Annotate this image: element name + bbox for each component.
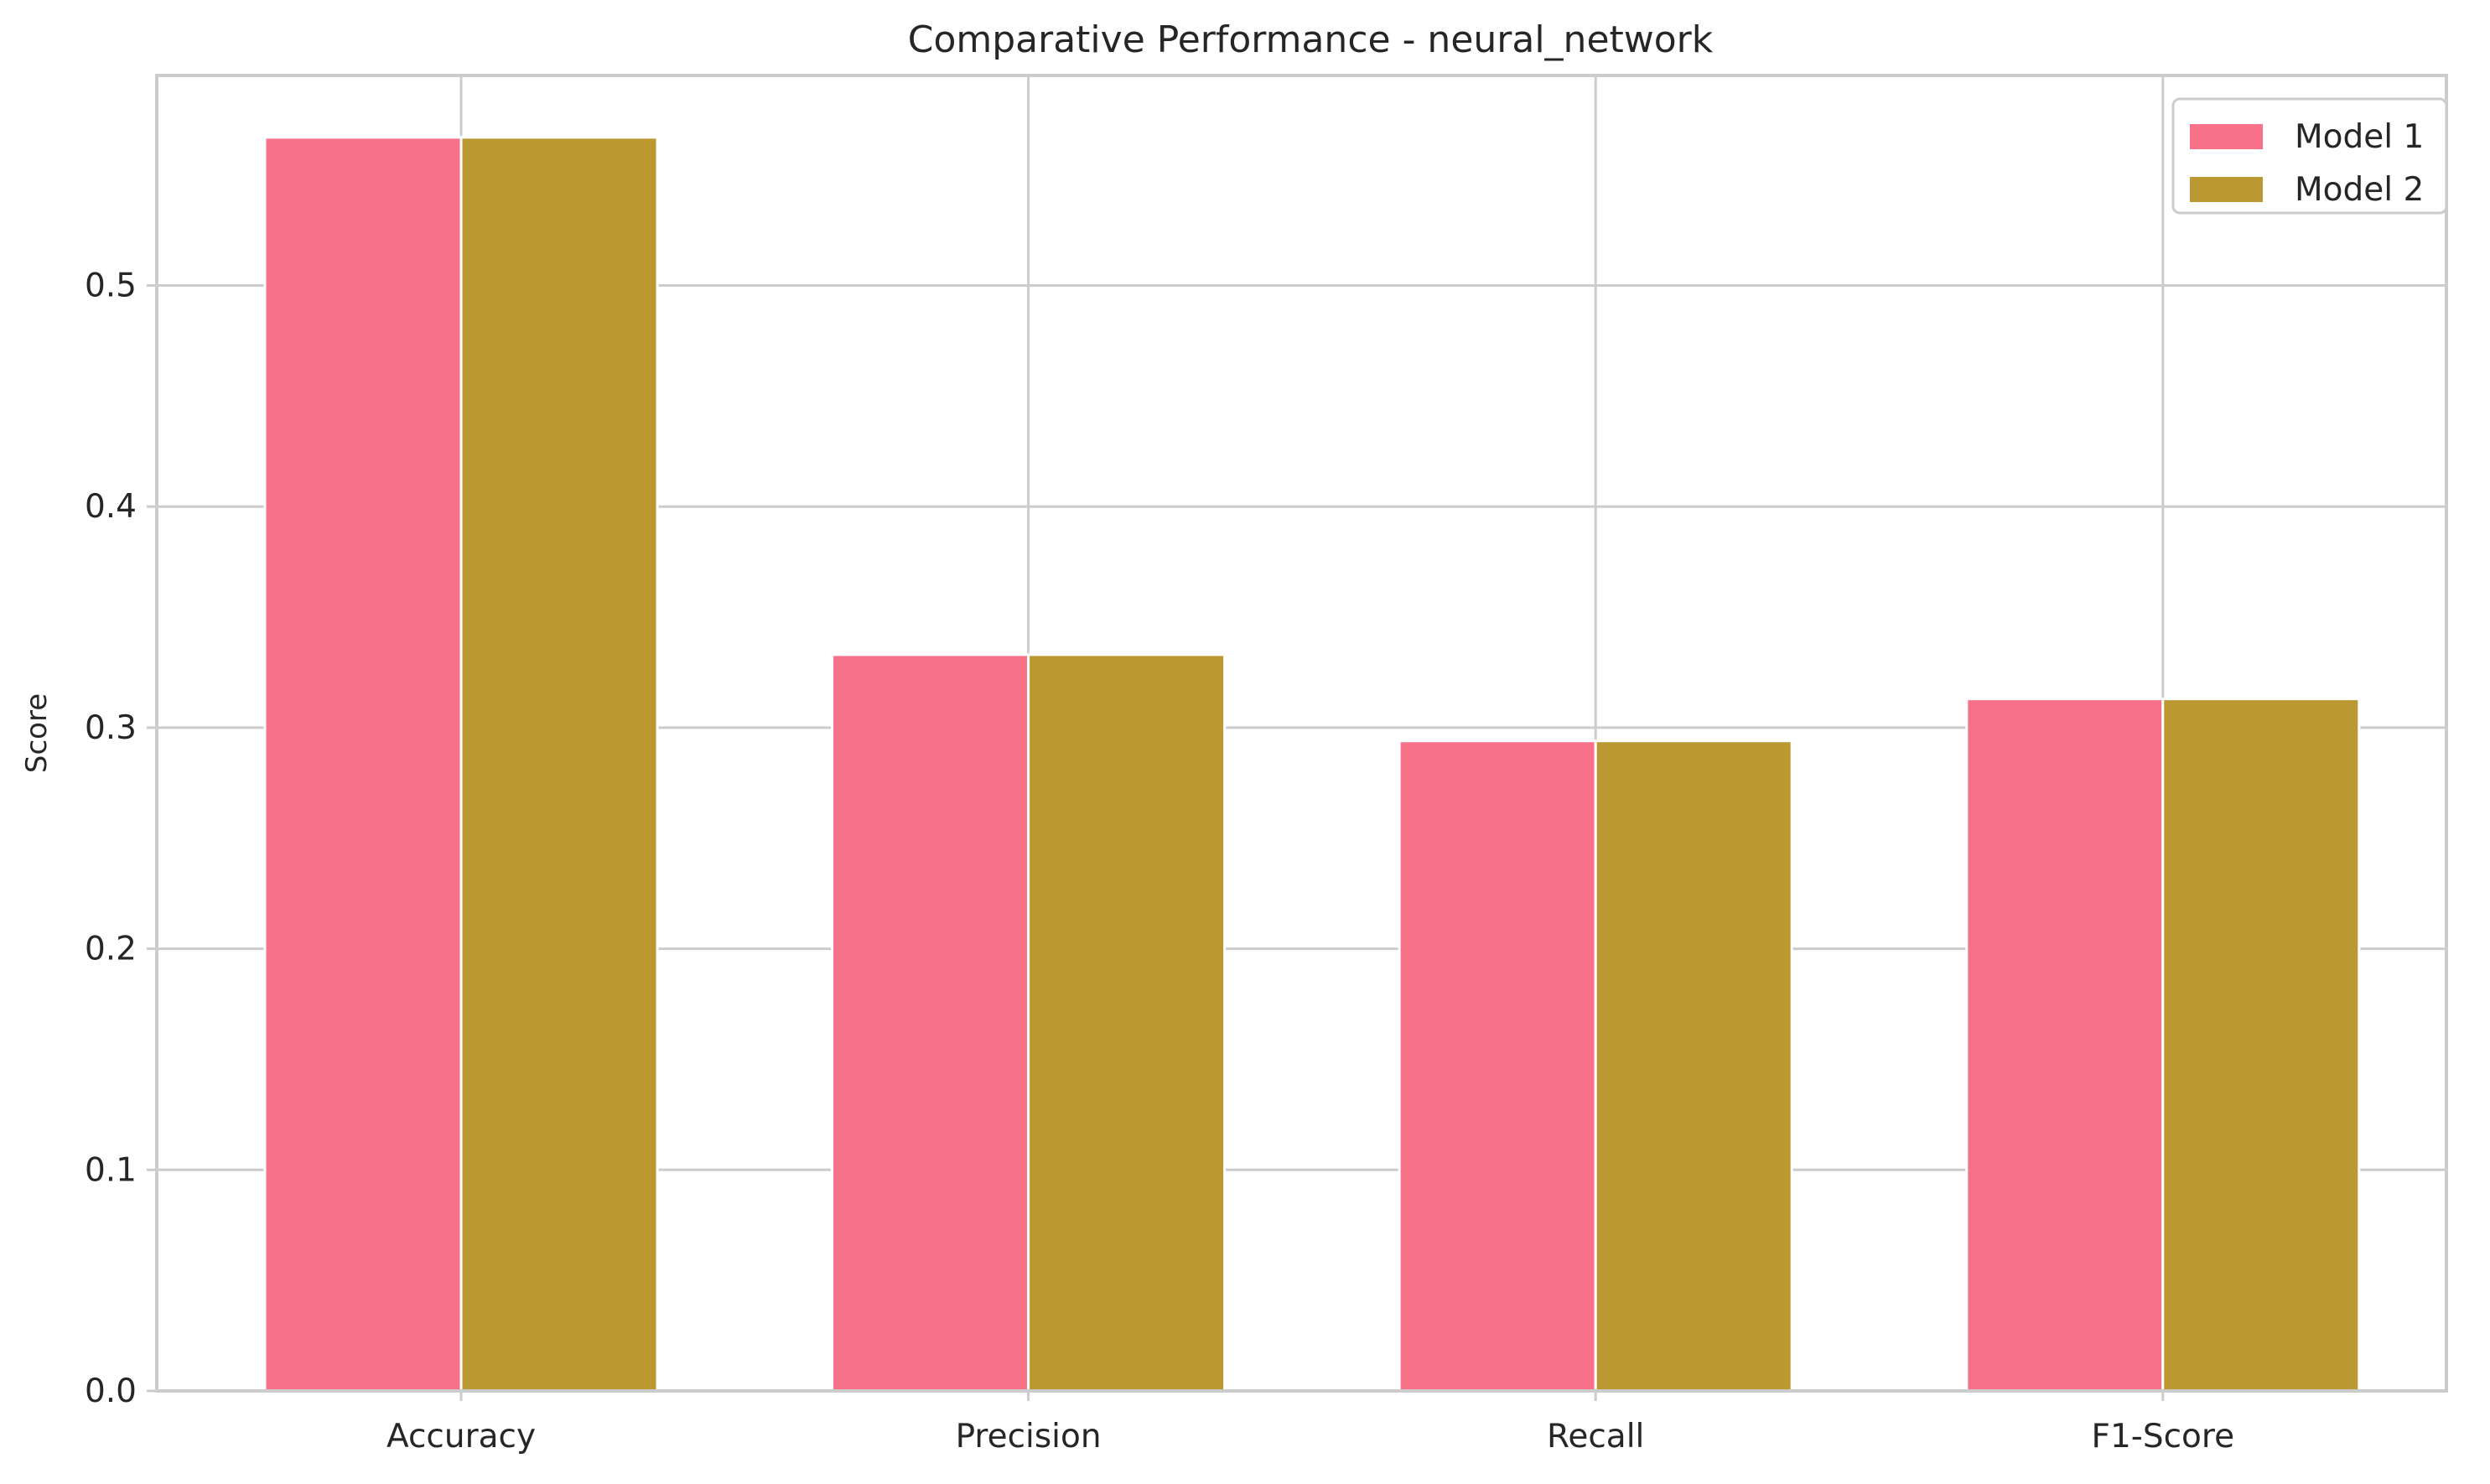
y-tick-label: 0.0 <box>85 1372 137 1410</box>
legend-label: Model 1 <box>2295 118 2424 156</box>
x-tick-label: F1-Score <box>2092 1418 2235 1455</box>
y-tick-label: 0.3 <box>85 709 137 747</box>
chart-title: Comparative Performance - neural_network <box>908 18 1714 61</box>
legend-swatch <box>2190 177 2263 202</box>
y-tick-label: 0.4 <box>85 488 137 526</box>
legend-label: Model 2 <box>2295 171 2424 209</box>
bar-1-recall <box>1398 739 1597 1393</box>
y-axis-label: Score <box>20 693 54 773</box>
legend: Model 1 Model 2 <box>2171 97 2448 215</box>
plot-frame <box>155 74 2448 1393</box>
bars <box>263 136 2361 1393</box>
legend-swatch <box>2190 124 2263 149</box>
bar-2-precision <box>1027 653 1227 1393</box>
y-tick-label: 0.5 <box>85 267 137 305</box>
bar-1-accuracy <box>263 136 463 1393</box>
bar-1-precision <box>831 653 1030 1393</box>
y-tick-label: 0.1 <box>85 1151 137 1189</box>
bar-2-recall <box>1594 739 1793 1393</box>
bar-1-f1-score <box>1965 698 2165 1393</box>
x-tick-label: Precision <box>956 1418 1102 1455</box>
x-tick-label: Recall <box>1547 1418 1644 1455</box>
y-tick-label: 0.2 <box>85 931 137 968</box>
x-tick-label: Accuracy <box>386 1418 536 1455</box>
bar-2-accuracy <box>459 136 659 1393</box>
bar-2-f1-score <box>2161 698 2361 1393</box>
axis-ticks: 0.0 0.1 0.2 0.3 0.4 0.5 Accuracy Precision Recal… <box>85 267 2234 1455</box>
